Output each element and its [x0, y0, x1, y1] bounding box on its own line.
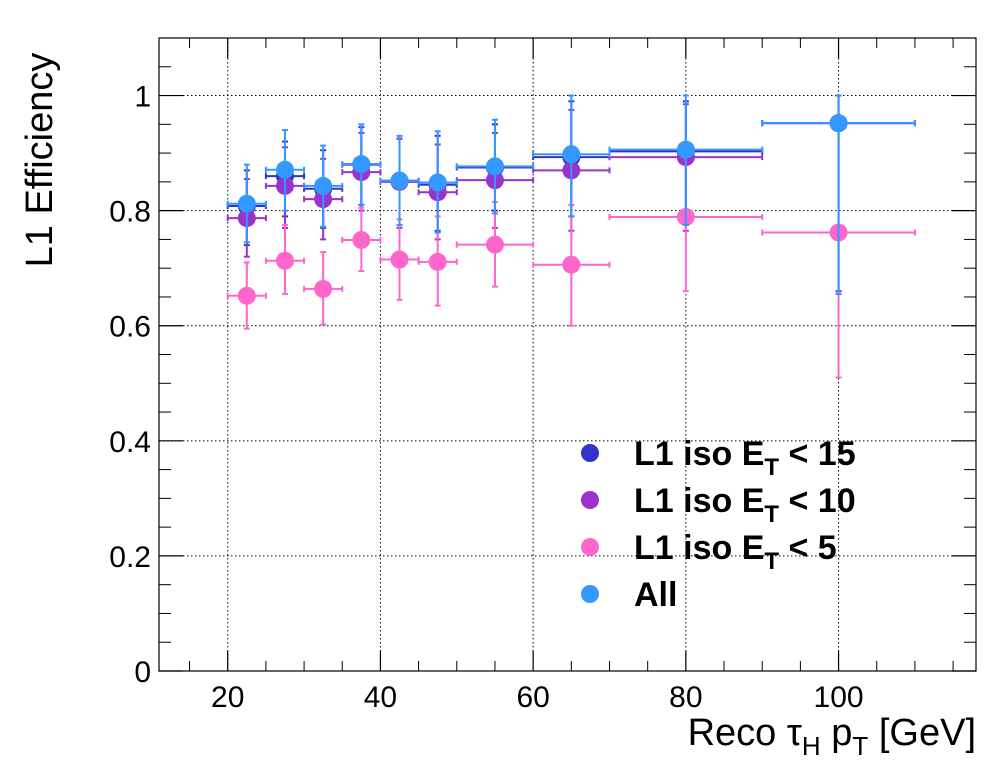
x-tick-label: 60 — [516, 681, 549, 714]
data-point — [352, 155, 371, 174]
data-point — [428, 252, 447, 271]
y-tick-label: 0.6 — [109, 311, 151, 344]
x-tick-label: 20 — [211, 681, 244, 714]
x-tick-label: 40 — [364, 681, 397, 714]
data-point — [829, 114, 848, 133]
legend-marker-1 — [581, 491, 599, 509]
legend-marker-3 — [581, 585, 599, 603]
x-tick-label: 100 — [814, 681, 864, 714]
legend-label-1: L1 iso ET < 10 — [634, 482, 856, 528]
series-3 — [226, 94, 916, 296]
data-point — [314, 279, 333, 298]
data-point — [237, 286, 256, 305]
data-point — [428, 173, 447, 192]
data-point — [390, 250, 409, 269]
legend-label-0: L1 iso ET < 15 — [634, 435, 856, 481]
y-tick-label: 1 — [134, 81, 151, 114]
data-point — [562, 255, 581, 274]
y-tick-label: 0 — [134, 656, 151, 689]
data-point — [390, 171, 409, 190]
grid-layer — [159, 38, 976, 672]
x-tick-label: 80 — [669, 681, 702, 714]
y-tick-label: 0.8 — [109, 196, 151, 229]
x-axis-label: Reco τH pT [GeV] — [688, 712, 976, 764]
data-point — [352, 230, 371, 249]
axis-layer: 20 40 60 80 100 0 0.2 0.4 0.6 0.8 1 — [109, 38, 976, 714]
data-point — [676, 140, 695, 159]
data-point — [314, 176, 333, 195]
y-tick-label: 0.4 — [109, 426, 151, 459]
legend-marker-0 — [581, 444, 599, 462]
series-layer — [226, 94, 916, 379]
y-tick-label: 0.2 — [109, 541, 151, 574]
legend-label-2: L1 iso ET < 5 — [634, 529, 837, 575]
plot-frame — [158, 37, 977, 672]
legend-label-3: All — [634, 576, 677, 614]
data-point — [275, 251, 294, 270]
data-point — [562, 145, 581, 164]
data-point — [275, 160, 294, 179]
legend-marker-2 — [581, 538, 599, 556]
data-point — [485, 235, 504, 254]
data-point — [485, 157, 504, 176]
data-point — [237, 194, 256, 213]
y-axis-label: L1 Efficiency — [19, 53, 61, 268]
